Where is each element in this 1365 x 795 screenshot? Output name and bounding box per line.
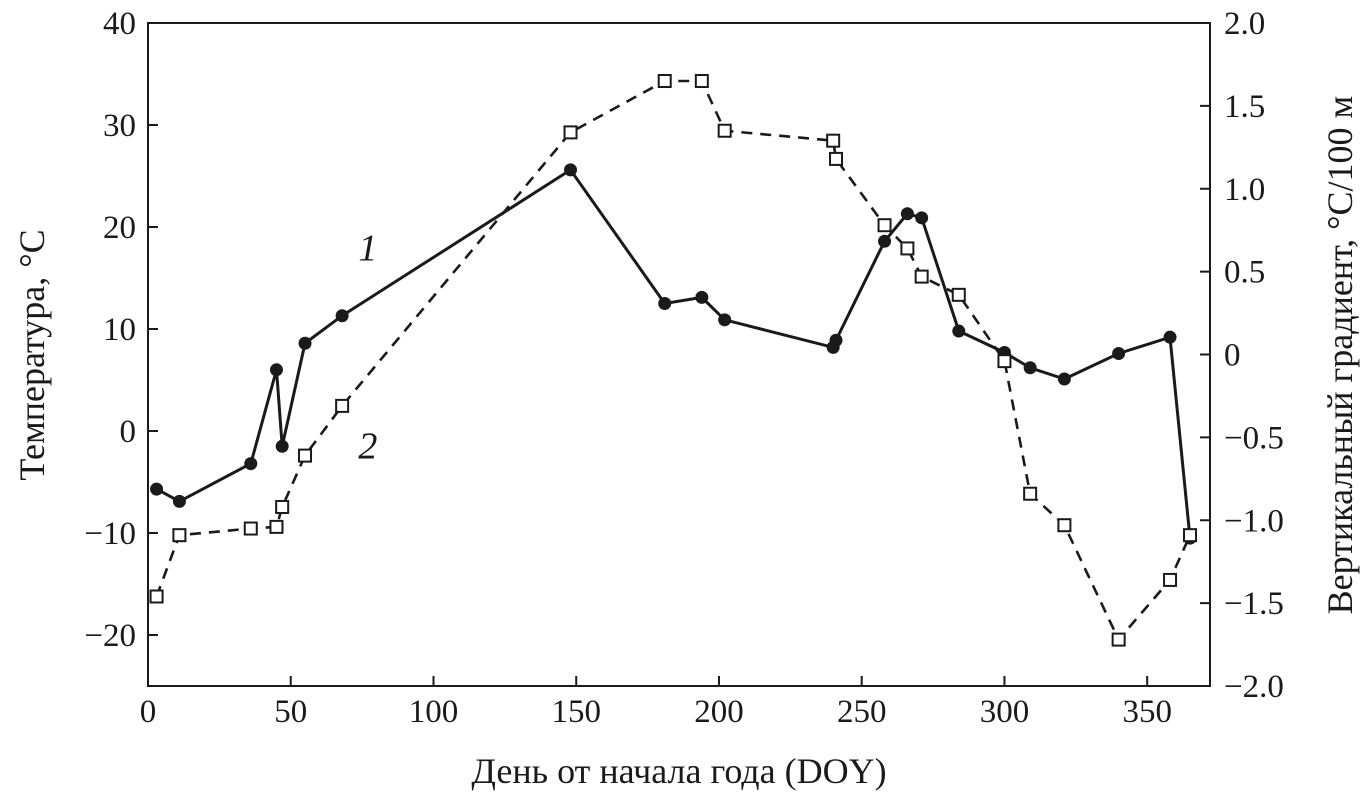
series-2-point [914, 269, 929, 284]
series-2-point [694, 74, 709, 89]
series-2-point [900, 241, 915, 256]
series-1-point [150, 482, 164, 496]
series-1-label: 1 [358, 227, 377, 269]
x-axis-title: День от начала года (DOY) [471, 751, 886, 791]
series-2-point [335, 398, 350, 413]
series-1-point [1163, 330, 1177, 344]
y2-tick-label: 1.5 [1224, 89, 1265, 125]
y-tick-label: −10 [84, 516, 136, 552]
series-2-point [269, 519, 284, 534]
y2-tick-label: 0 [1224, 338, 1241, 374]
series-1-point [564, 163, 578, 177]
series-2-point [243, 521, 258, 536]
series-1-point [900, 207, 914, 221]
series-2-point [1057, 518, 1072, 533]
x-tick-label: 350 [1122, 694, 1172, 730]
series-2-point [826, 133, 841, 148]
series-1-point [718, 313, 732, 327]
series-2-point [951, 287, 966, 302]
y-tick-label: −20 [84, 618, 136, 654]
series-1-point [172, 494, 186, 508]
series-1-point [1023, 361, 1037, 375]
series-2-point [717, 123, 732, 138]
series-2-point [877, 218, 892, 233]
series-1-point [1057, 372, 1071, 386]
y-tick-label: 40 [103, 6, 136, 42]
y-tick-label: 30 [103, 108, 136, 144]
series-1-point [244, 457, 258, 471]
y2-tick-label: −1.5 [1224, 586, 1284, 622]
series-1-point [915, 211, 929, 225]
series-1-point [695, 290, 709, 304]
series-1-point [1112, 346, 1126, 360]
series-2-point [172, 528, 187, 543]
series-1-point [829, 333, 843, 347]
y2-axis-title: Вертикальный градиент, °С/100 м [1320, 96, 1360, 615]
y-tick-label: 0 [120, 414, 137, 450]
y-tick-label: 20 [103, 210, 136, 246]
series-2-point [563, 125, 578, 140]
y-tick-label: 10 [103, 312, 136, 348]
plot-frame [147, 22, 1211, 687]
series-1-line [155, 167, 1192, 539]
y2-tick-label: −2.0 [1224, 669, 1284, 705]
series-2-point [1163, 572, 1178, 587]
series-2-point [275, 499, 290, 514]
x-tick-label: 300 [980, 694, 1030, 730]
series-2-line [155, 79, 1192, 642]
series-2-point [829, 151, 844, 166]
series-1-point [275, 439, 289, 453]
series-2-point [1111, 632, 1126, 647]
series-1-point [658, 297, 672, 310]
y2-tick-label: 2.0 [1224, 6, 1265, 42]
series-1-point [269, 363, 283, 377]
series-1-point [952, 324, 966, 338]
series-2-point [997, 354, 1012, 369]
y2-tick-label: −0.5 [1224, 420, 1284, 456]
series-2-point [149, 589, 164, 604]
y2-tick-label: 1.0 [1224, 172, 1265, 208]
x-tick-label: 100 [409, 694, 459, 730]
series-2-point [1023, 486, 1038, 501]
x-tick-label: 50 [274, 694, 307, 730]
y-axis-title: Температура, °С [12, 229, 52, 480]
x-tick-label: 250 [837, 694, 887, 730]
series-2-point [657, 74, 672, 89]
y2-tick-label: 0.5 [1224, 255, 1265, 291]
series-1-point [878, 234, 892, 248]
y2-tick-label: −1.0 [1224, 503, 1284, 539]
series-1-point [335, 309, 349, 323]
x-tick-label: 150 [551, 694, 601, 730]
series-2-point [298, 448, 313, 463]
series-2-label: 2 [358, 426, 377, 468]
x-tick-label: 0 [140, 694, 157, 730]
series-2-point [1183, 528, 1198, 543]
x-tick-label: 200 [694, 694, 744, 730]
series-1-point [298, 336, 312, 350]
